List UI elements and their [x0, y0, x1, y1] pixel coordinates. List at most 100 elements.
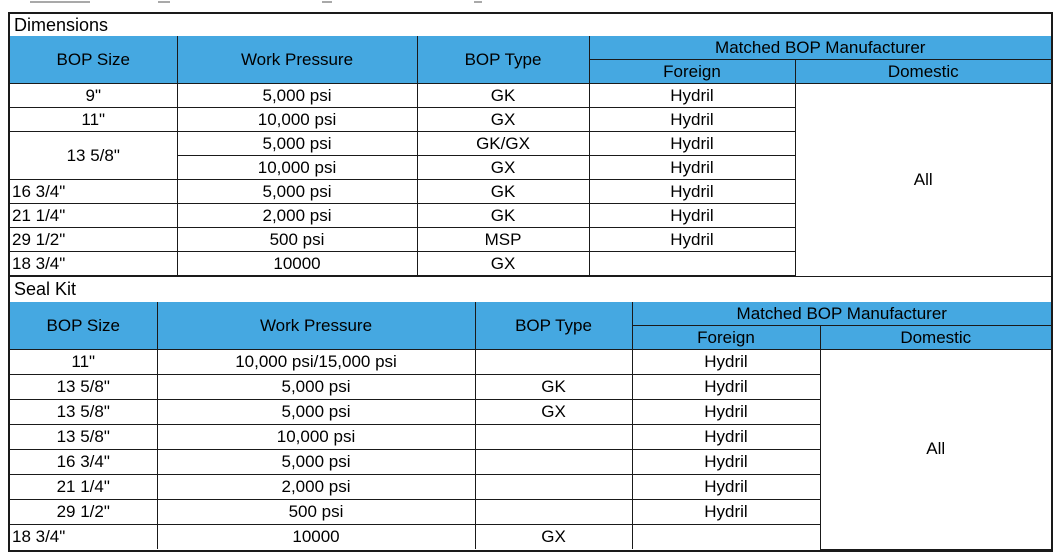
cell-work-pressure: 5,000 psi — [156, 374, 476, 400]
cell-domestic: All — [819, 349, 1051, 550]
table-row: 18 3/4" 10000 GX — [10, 524, 1051, 549]
cell-foreign: Hydril — [631, 399, 820, 425]
cell-work-pressure: 10,000 psi — [177, 155, 418, 180]
header-foreign: Foreign — [632, 325, 821, 350]
header-bop-size: BOP Size — [10, 36, 178, 84]
text-artifact — [158, 1, 170, 3]
header-matched-bop-manufacturer: Matched BOP Manufacturer — [631, 302, 1051, 326]
cell-foreign: Hydril — [631, 499, 820, 525]
table-row: 13 5/8" 5,000 psi GK/GX Hydril — [10, 131, 1051, 180]
cell-foreign: Hydril — [588, 131, 795, 156]
cell-work-pressure: 5,000 psi — [176, 83, 418, 108]
header-work-pressure: Work Pressure — [156, 302, 476, 350]
cell-work-pressure: 10,000 psi — [156, 424, 476, 450]
text-artifact — [474, 1, 482, 3]
cell-bop-size: 13 5/8" — [10, 399, 158, 425]
cell-work-pressure: 10,000 psi/15,000 psi — [156, 349, 476, 375]
cell-work-pressure: 10000 — [156, 524, 476, 549]
table-row: 21 1/4" 2,000 psi GK Hydril — [10, 203, 1051, 228]
table-row: 18 3/4" 10000 GX — [10, 251, 1051, 277]
cell-bop-size: 13 5/8" — [10, 131, 178, 180]
cell-work-pressure: 2,000 psi — [156, 474, 476, 500]
header-bop-size: BOP Size — [10, 302, 158, 350]
cell-bop-size: 29 1/2" — [10, 227, 178, 252]
header-domestic: Domestic — [794, 59, 1051, 84]
header-domestic: Domestic — [819, 325, 1051, 350]
cell-bop-size: 16 3/4" — [10, 449, 158, 475]
cell-domestic: All — [794, 83, 1051, 277]
cell-bop-type: GX — [416, 251, 590, 277]
cell-foreign: Hydril — [631, 449, 820, 475]
cell-foreign — [631, 524, 820, 549]
header-foreign: Foreign — [589, 59, 796, 84]
cell-bop-size: 21 1/4" — [10, 203, 178, 228]
cell-bop-size: 11" — [10, 107, 178, 132]
section-title-dimensions: Dimensions — [10, 14, 1051, 36]
cell-foreign: Hydril — [588, 179, 795, 204]
cell-foreign: Hydril — [588, 83, 796, 108]
cell-foreign: Hydril — [588, 203, 795, 228]
cell-bop-type: GK — [416, 203, 590, 228]
table-row: 11" 10,000 psi/15,000 psi Hydril All — [10, 349, 1051, 550]
text-artifact — [322, 1, 332, 3]
dimensions-table: BOP Size Work Pressure BOP Type Matched BOP… — [10, 36, 1051, 277]
cell-bop-type: GX — [474, 524, 633, 549]
cell-bop-size: 18 3/4" — [10, 524, 158, 549]
cell-bop-type: MSP — [416, 227, 590, 252]
table-row: 29 1/2" 500 psi Hydril — [10, 499, 1051, 525]
table-row: 16 3/4" 5,000 psi Hydril — [10, 449, 1051, 475]
cell-work-pressure: 5,000 psi — [156, 399, 476, 425]
header-bop-type: BOP Type — [474, 302, 633, 350]
cell-foreign: Hydril — [631, 424, 820, 450]
text-artifact — [30, 1, 90, 3]
table-row: 13 5/8" 5,000 psi GX Hydril — [10, 399, 1051, 425]
cell-work-pressure: 10,000 psi — [176, 107, 418, 132]
cell-bop-size: 16 3/4" — [10, 179, 178, 204]
cell-foreign: Hydril — [588, 107, 795, 132]
cell-bop-size: 29 1/2" — [10, 499, 158, 525]
cell-bop-type: GK — [416, 83, 590, 108]
table-row: 9" 5,000 psi GK Hydril All — [10, 83, 1051, 277]
cell-foreign: Hydril — [631, 374, 820, 400]
dimensions-table-body: 9" 5,000 psi GK Hydril All 11" 10,000 psi GX Hyd… — [10, 83, 1051, 277]
cell-work-pressure: 500 psi — [176, 227, 418, 252]
cell-work-pressure: 500 psi — [156, 499, 476, 525]
cell-foreign: Hydril — [631, 474, 820, 500]
cell-bop-size: 9" — [10, 83, 178, 108]
bop-spec-document: Dimensions BOP Size Work Pressure BOP Type… — [8, 12, 1053, 552]
cell-bop-type — [474, 474, 633, 500]
cell-work-pressure: 5,000 psi — [176, 179, 418, 204]
seal-kit-table-body: 11" 10,000 psi/15,000 psi Hydril All 13 5/8"… — [10, 349, 1051, 550]
cell-bop-type — [474, 424, 633, 450]
cell-foreign: Hydril — [631, 349, 821, 375]
header-work-pressure: Work Pressure — [176, 36, 418, 84]
cell-bop-size: 18 3/4" — [10, 251, 178, 277]
cell-bop-type: GK/GX — [416, 131, 590, 156]
cell-bop-size: 21 1/4" — [10, 474, 158, 500]
cell-bop-type — [474, 449, 633, 475]
dimensions-table-header: BOP Size Work Pressure BOP Type Matched BOP… — [10, 36, 1051, 84]
cell-work-pressure: 5,000 psi — [176, 131, 418, 156]
cell-bop-size: 11" — [10, 349, 158, 375]
cell-bop-type: GX — [474, 399, 633, 425]
seal-kit-table-header: BOP Size Work Pressure BOP Type Matched BOP… — [10, 302, 1051, 350]
cell-bop-type — [474, 499, 633, 525]
cell-work-pressure: 2,000 psi — [176, 203, 418, 228]
cell-work-pressure: 5,000 psi — [156, 449, 476, 475]
cell-bop-size: 13 5/8" — [10, 374, 158, 400]
header-matched-bop-manufacturer: Matched BOP Manufacturer — [588, 36, 1051, 60]
cell-bop-size: 13 5/8" — [10, 424, 158, 450]
cell-bop-type: GX — [416, 155, 590, 180]
header-bop-type: BOP Type — [416, 36, 590, 84]
table-row: 29 1/2" 500 psi MSP Hydril — [10, 227, 1051, 252]
cell-bop-type: GK — [474, 374, 633, 400]
table-row: 13 5/8" 10,000 psi Hydril — [10, 424, 1051, 450]
table-row: 13 5/8" 5,000 psi GK Hydril — [10, 374, 1051, 400]
cell-bop-type — [474, 349, 633, 375]
cell-foreign: Hydril — [588, 227, 795, 252]
cell-bop-type: GX — [416, 107, 590, 132]
seal-kit-table: BOP Size Work Pressure BOP Type Matched BOP… — [10, 302, 1051, 550]
cell-work-pressure: 10000 — [176, 251, 418, 277]
section-title-seal-kit: Seal Kit — [10, 277, 1051, 302]
cell-foreign: Hydril — [588, 155, 795, 180]
